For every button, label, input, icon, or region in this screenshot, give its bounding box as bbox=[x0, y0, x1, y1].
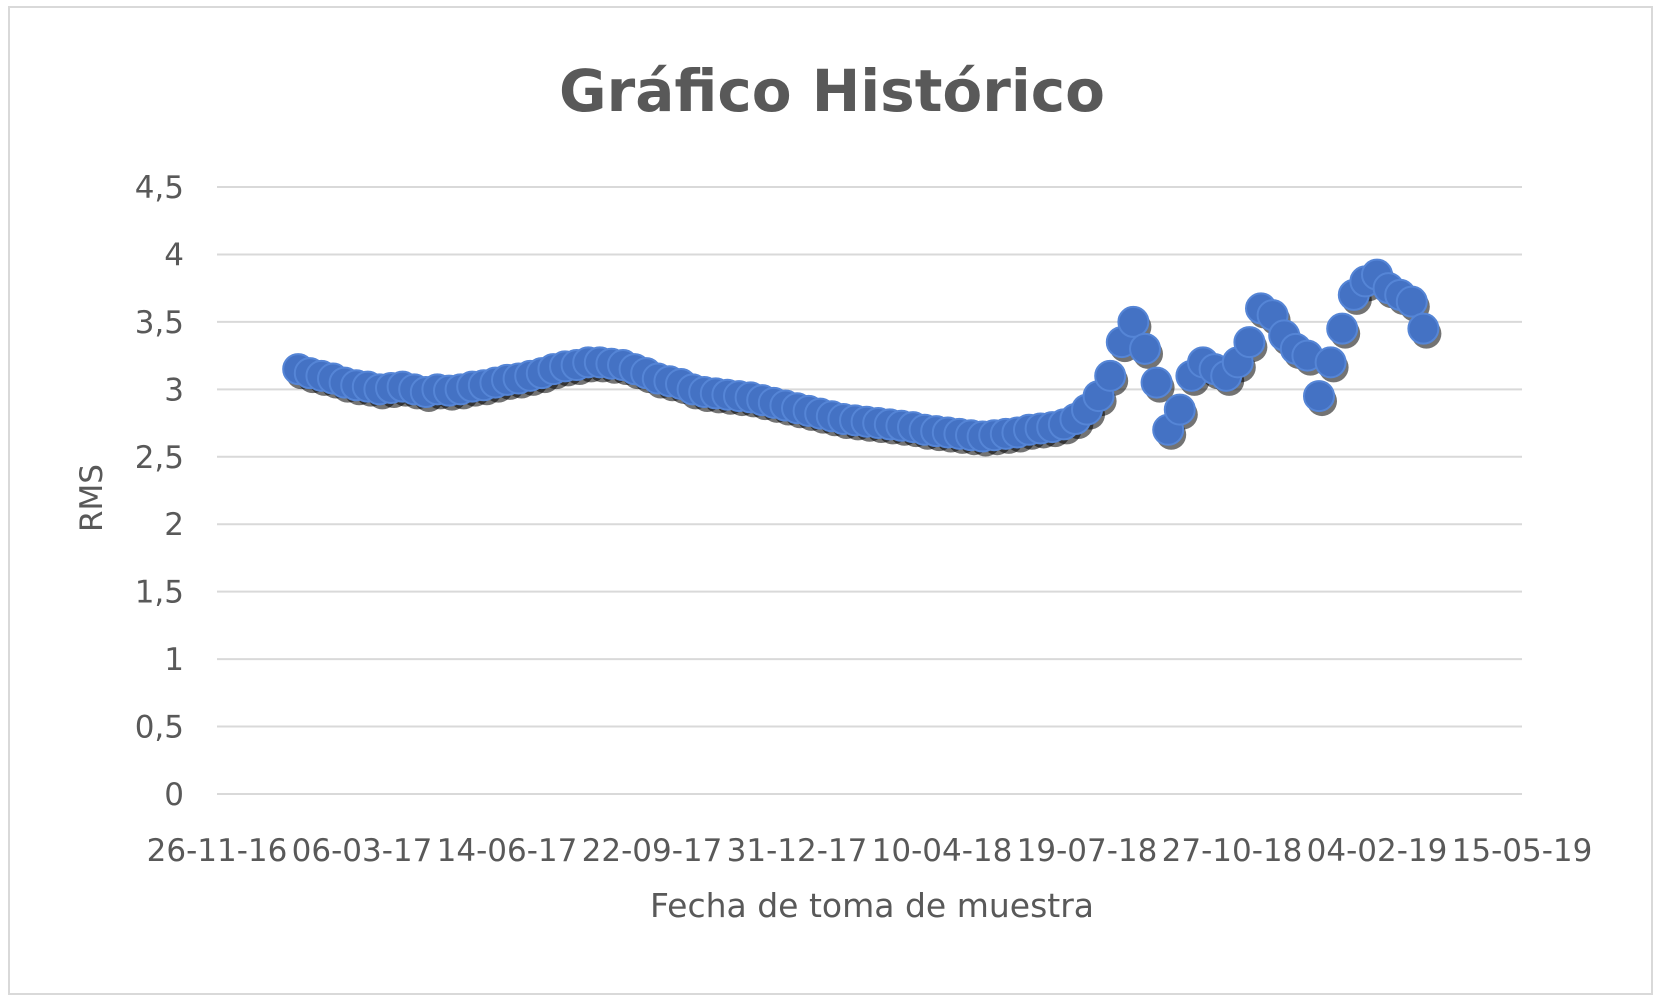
y-tick-label: 2,5 bbox=[135, 440, 184, 476]
x-tick-label: 27-10-18 bbox=[1162, 833, 1303, 869]
y-tick-label: 1 bbox=[164, 642, 184, 678]
y-tick-label: 2 bbox=[164, 507, 184, 543]
data-point bbox=[1094, 359, 1127, 392]
y-axis-title: RMS bbox=[74, 464, 110, 532]
data-points bbox=[282, 258, 1440, 453]
y-tick-label: 0 bbox=[164, 777, 184, 813]
x-tick-label: 04-02-19 bbox=[1307, 833, 1448, 869]
data-point bbox=[1395, 285, 1428, 318]
x-axis-title: Fecha de toma de muestra bbox=[650, 886, 1094, 925]
y-tick-label: 0,5 bbox=[135, 710, 184, 746]
data-point bbox=[1407, 312, 1440, 345]
data-point bbox=[1233, 326, 1266, 359]
x-tick-labels: 26-11-16 06-03-17 14-06-17 22-09-17 31-12-17… bbox=[147, 833, 1593, 869]
data-point bbox=[1303, 380, 1335, 413]
x-tick-label: 26-11-16 bbox=[147, 833, 288, 869]
gridlines bbox=[217, 186, 1522, 795]
y-tick-label: 1,5 bbox=[135, 575, 184, 611]
x-tick-label: 31-12-17 bbox=[727, 833, 868, 869]
x-tick-label: 06-03-17 bbox=[292, 833, 433, 869]
x-tick-label: 19-07-18 bbox=[1017, 833, 1158, 869]
chart-svg: Gráfico Histórico 0 0,5 1 1,5 2 2,5 3 3,5 4 4,5 2… bbox=[74, 57, 1593, 925]
data-point bbox=[1314, 346, 1347, 379]
data-point bbox=[1140, 366, 1173, 399]
chart-title: Gráfico Histórico bbox=[559, 57, 1105, 125]
y-tick-label: 3,5 bbox=[135, 305, 184, 341]
y-tick-label: 4,5 bbox=[135, 170, 184, 206]
x-tick-label: 14-06-17 bbox=[437, 833, 578, 869]
y-tick-label: 4 bbox=[164, 237, 184, 273]
data-point bbox=[1326, 312, 1359, 345]
y-tick-label: 3 bbox=[164, 372, 184, 408]
y-tick-labels: 0 0,5 1 1,5 2 2,5 3 3,5 4 4,5 bbox=[135, 170, 184, 813]
chart-frame: Gráfico Histórico 0 0,5 1 1,5 2 2,5 3 3,5 4 4,5 2… bbox=[8, 6, 1653, 995]
data-point bbox=[1117, 305, 1150, 338]
x-tick-label: 22-09-17 bbox=[582, 833, 723, 869]
x-tick-label: 10-04-18 bbox=[872, 833, 1013, 869]
data-point bbox=[1129, 332, 1161, 365]
data-point bbox=[1163, 393, 1196, 426]
x-tick-label: 15-05-19 bbox=[1452, 833, 1593, 869]
